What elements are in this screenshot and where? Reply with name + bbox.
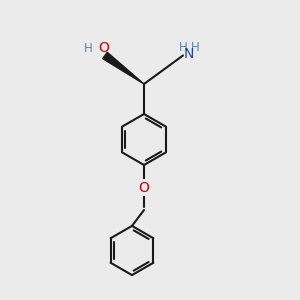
Text: O: O xyxy=(139,181,149,194)
Text: N: N xyxy=(184,47,194,61)
Text: H: H xyxy=(191,40,200,54)
Text: H: H xyxy=(178,40,188,54)
Polygon shape xyxy=(103,52,144,84)
Text: O: O xyxy=(98,41,109,55)
Text: H: H xyxy=(84,41,93,55)
